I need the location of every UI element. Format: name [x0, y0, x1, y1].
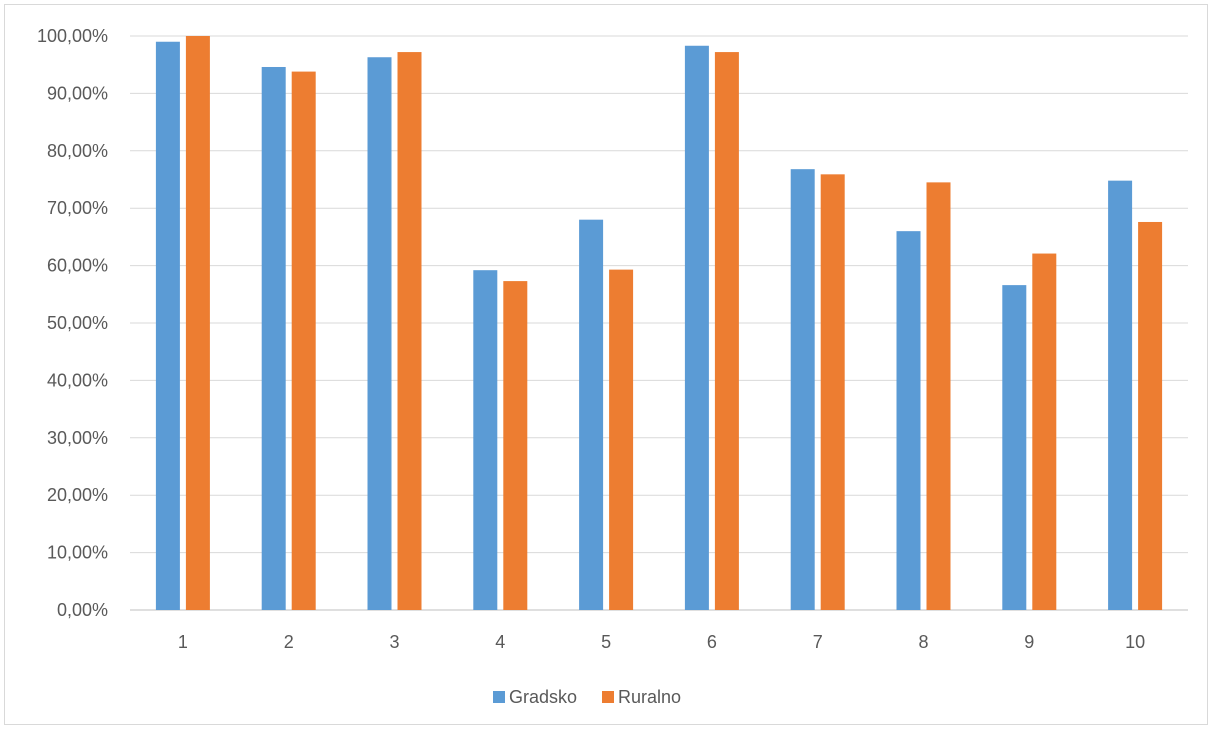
y-tick-label: 70,00% — [47, 198, 108, 218]
bar-ruralno-3 — [397, 52, 422, 610]
y-tick-label: 10,00% — [47, 543, 108, 563]
x-tick-label: 3 — [389, 632, 399, 652]
bar-gradsko-6 — [684, 45, 709, 611]
bar-gradsko-7 — [790, 169, 815, 610]
x-tick-label: 7 — [813, 632, 823, 652]
x-tick-label: 9 — [1024, 632, 1034, 652]
bar-ruralno-8 — [926, 182, 951, 610]
y-tick-label: 40,00% — [47, 370, 108, 390]
bar-ruralno-9 — [1032, 253, 1057, 610]
bar-gradsko-4 — [473, 270, 498, 610]
bar-ruralno-2 — [291, 71, 316, 610]
y-tick-label: 50,00% — [47, 313, 108, 333]
y-tick-label: 20,00% — [47, 485, 108, 505]
x-tick-label: 2 — [284, 632, 294, 652]
x-axis: 1 2 3 4 5 6 7 8 9 10 — [178, 632, 1145, 652]
bar-ruralno-7 — [820, 174, 845, 611]
bar-ruralno-10 — [1138, 221, 1163, 610]
legend: Gradsko Ruralno — [493, 687, 681, 707]
bar-ruralno-4 — [503, 281, 528, 610]
y-tick-label: 90,00% — [47, 83, 108, 103]
x-tick-label: 10 — [1125, 632, 1145, 652]
legend-item-ruralno: Ruralno — [602, 687, 681, 707]
x-tick-label: 1 — [178, 632, 188, 652]
legend-label: Ruralno — [618, 687, 681, 707]
x-tick-label: 6 — [707, 632, 717, 652]
y-axis: 0,00% 10,00% 20,00% 30,00% 40,00% 50,00% 60,00… — [37, 26, 108, 620]
bar-gradsko-9 — [1002, 285, 1027, 610]
bar-ruralno-6 — [714, 52, 739, 610]
bar-gradsko-8 — [896, 231, 921, 610]
bar-ruralno-5 — [609, 269, 634, 610]
bar-gradsko-10 — [1108, 180, 1133, 610]
y-tick-label: 60,00% — [47, 256, 108, 276]
bar-gradsko-2 — [261, 66, 286, 611]
y-tick-label: 100,00% — [37, 26, 108, 46]
x-tick-label: 5 — [601, 632, 611, 652]
gridlines — [130, 35, 1188, 611]
legend-label: Gradsko — [509, 687, 577, 707]
legend-swatch — [493, 691, 505, 703]
bar-gradsko-3 — [367, 57, 392, 611]
x-tick-label: 4 — [495, 632, 505, 652]
bar-ruralno-1 — [185, 36, 210, 610]
y-tick-label: 0,00% — [57, 600, 108, 620]
bar-gradsko-5 — [579, 219, 604, 610]
bar-gradsko-1 — [155, 41, 180, 611]
y-tick-label: 80,00% — [47, 141, 108, 161]
x-tick-label: 8 — [918, 632, 928, 652]
legend-item-gradsko: Gradsko — [493, 687, 577, 707]
legend-swatch — [602, 691, 614, 703]
y-tick-label: 30,00% — [47, 428, 108, 448]
bars — [155, 36, 1163, 611]
